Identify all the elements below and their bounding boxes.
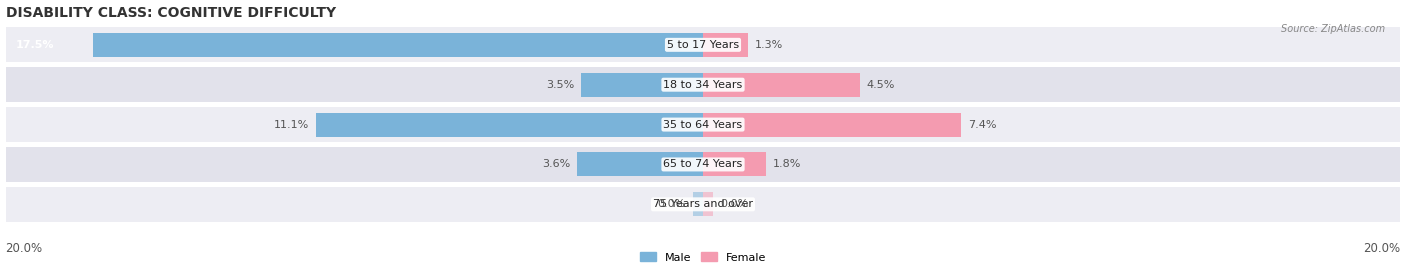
Text: 0.0%: 0.0%: [658, 199, 686, 209]
Text: 1.3%: 1.3%: [755, 40, 783, 50]
Bar: [6, 27, 1400, 62]
Bar: [703, 192, 713, 216]
Bar: [578, 153, 703, 176]
Text: 65 to 74 Years: 65 to 74 Years: [664, 160, 742, 170]
Bar: [6, 107, 1400, 142]
Bar: [6, 67, 1400, 102]
Bar: [6, 147, 1400, 182]
Text: 3.6%: 3.6%: [543, 160, 571, 170]
Bar: [6, 187, 1400, 222]
Text: DISABILITY CLASS: COGNITIVE DIFFICULTY: DISABILITY CLASS: COGNITIVE DIFFICULTY: [6, 6, 336, 19]
Text: 5 to 17 Years: 5 to 17 Years: [666, 40, 740, 50]
Bar: [703, 73, 860, 97]
Text: 0.0%: 0.0%: [720, 199, 748, 209]
Text: 17.5%: 17.5%: [15, 40, 55, 50]
Bar: [316, 113, 703, 137]
Bar: [703, 33, 748, 57]
Bar: [93, 33, 703, 57]
Bar: [693, 192, 703, 216]
Text: Source: ZipAtlas.com: Source: ZipAtlas.com: [1281, 24, 1385, 34]
Text: 18 to 34 Years: 18 to 34 Years: [664, 80, 742, 90]
Text: 75 Years and over: 75 Years and over: [652, 199, 754, 209]
Text: 1.8%: 1.8%: [773, 160, 801, 170]
Text: 7.4%: 7.4%: [967, 120, 997, 130]
Bar: [703, 153, 766, 176]
Text: 11.1%: 11.1%: [274, 120, 309, 130]
Bar: [581, 73, 703, 97]
Legend: Male, Female: Male, Female: [640, 252, 766, 262]
Text: 4.5%: 4.5%: [868, 80, 896, 90]
Text: 20.0%: 20.0%: [1364, 242, 1400, 255]
Text: 20.0%: 20.0%: [6, 242, 42, 255]
Bar: [703, 113, 962, 137]
Text: 3.5%: 3.5%: [546, 80, 574, 90]
Text: 35 to 64 Years: 35 to 64 Years: [664, 120, 742, 130]
